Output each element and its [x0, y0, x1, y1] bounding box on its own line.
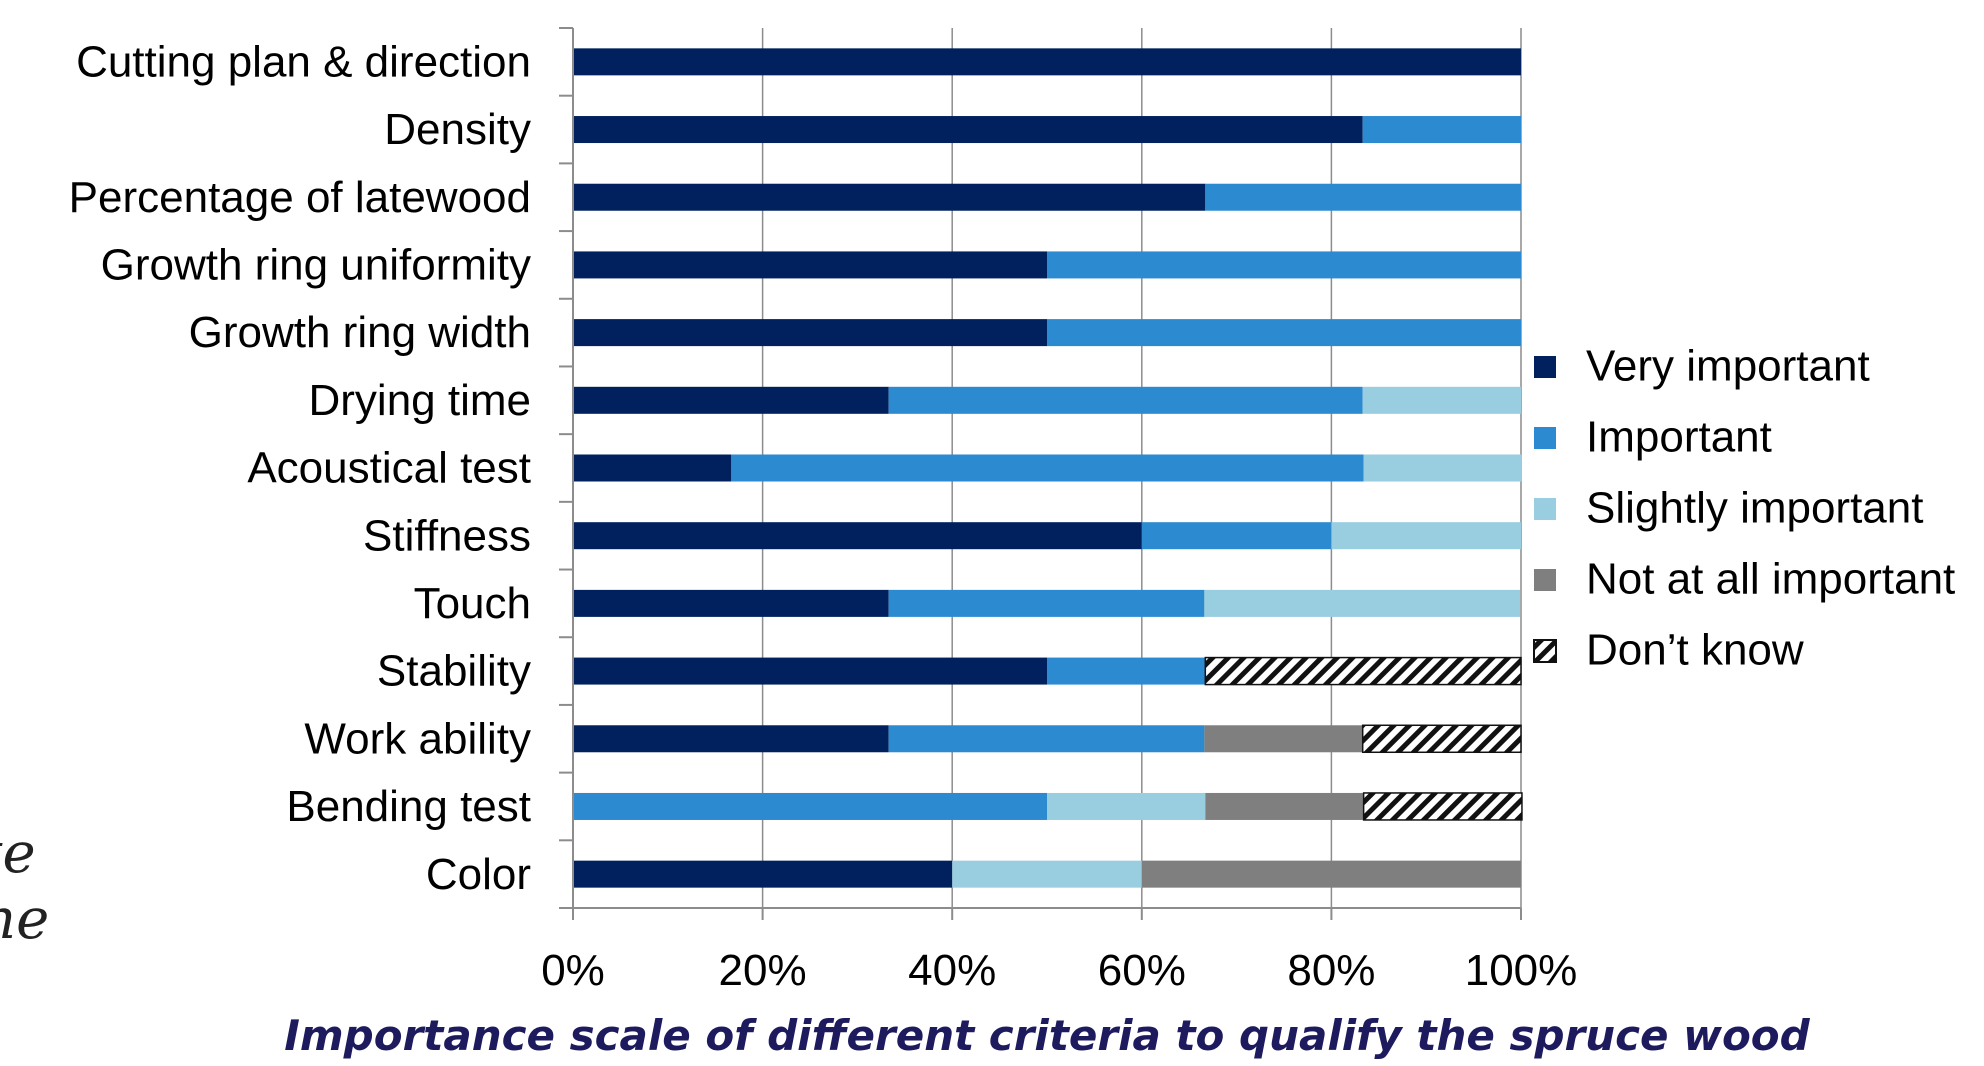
bar-bending-test-important	[573, 792, 1047, 820]
bar-percentage-of-latewood-important	[1205, 183, 1521, 211]
x-tick-label-100: 100%	[1465, 946, 1578, 995]
legend: Very important Important Slightly importan…	[1533, 342, 1955, 675]
legend-swatch-don-t-know	[1533, 639, 1557, 663]
legend-swatch-slightly-important	[1534, 498, 1556, 520]
x-tick-label-80: 80%	[1287, 946, 1375, 995]
category-label-cutting-plan-direction: Cutting plan & direction	[76, 37, 531, 86]
bar-stiffness-slightly-important	[1331, 522, 1521, 550]
bar-density-important	[1362, 116, 1521, 144]
category-label-work-ability: Work ability	[304, 714, 531, 763]
bar-acoustical-test-slightly-important	[1363, 454, 1522, 482]
bar-stiffness-very-important	[573, 522, 1142, 550]
bar-work-ability-very-important	[573, 725, 889, 753]
category-label-bending-test: Bending test	[286, 782, 531, 831]
bar-stability-very-important	[573, 657, 1047, 685]
side-text-1: te	[0, 821, 36, 886]
bar-acoustical-test-very-important	[573, 454, 732, 482]
bar-acoustical-test-important	[731, 454, 1364, 482]
side-text-2: ne	[0, 887, 49, 952]
category-label-stiffness: Stiffness	[363, 511, 531, 560]
legend-label-not-at-all-important: Not at all important	[1586, 555, 1955, 604]
legend-swatch-very-important	[1534, 356, 1556, 378]
axes-layer	[559, 27, 1522, 920]
bar-growth-ring-width-very-important	[573, 319, 1047, 347]
x-tick-labels: 0% 20% 40% 60% 80% 100%	[541, 946, 1577, 995]
bar-drying-time-important	[888, 386, 1363, 414]
bar-color-slightly-important	[952, 860, 1142, 888]
legend-label-don-t-know: Don’t know	[1586, 626, 1804, 675]
bars-layer	[573, 48, 1523, 888]
bar-bending-test-don-t-know	[1362, 792, 1523, 821]
category-labels: Cutting plan & direction Density Percentag…	[69, 37, 531, 898]
bar-cutting-plan-direction-very-important	[573, 48, 1521, 76]
category-label-acoustical-test: Acoustical test	[247, 444, 531, 493]
bar-touch-slightly-important	[1204, 589, 1521, 617]
legend-swatch-important	[1534, 427, 1556, 449]
bar-touch-important	[888, 589, 1205, 617]
category-label-touch: Touch	[414, 579, 531, 628]
legend-label-important: Important	[1586, 413, 1772, 462]
legend-swatch-not-at-all-important	[1534, 569, 1556, 591]
bar-color-very-important	[573, 860, 953, 888]
x-tick-label-20: 20%	[719, 946, 807, 995]
bar-density-very-important	[573, 116, 1363, 144]
bar-bending-test-not-at-all-important	[1205, 792, 1364, 820]
x-tick-label-0: 0%	[541, 946, 605, 995]
category-label-drying-time: Drying time	[309, 376, 532, 425]
category-label-growth-ring-uniformity: Growth ring uniformity	[101, 241, 531, 290]
bar-work-ability-don-t-know	[1361, 724, 1522, 754]
category-label-growth-ring-width: Growth ring width	[189, 308, 531, 357]
legend-label-very-important: Very important	[1586, 342, 1870, 391]
bar-stability-don-t-know	[1204, 656, 1522, 686]
x-axis-caption: Importance scale of different criteria t…	[284, 1011, 1810, 1060]
bar-drying-time-slightly-important	[1362, 386, 1521, 414]
bar-growth-ring-uniformity-important	[1047, 251, 1521, 279]
bar-growth-ring-uniformity-very-important	[573, 251, 1047, 279]
bar-bending-test-slightly-important	[1047, 792, 1206, 820]
category-label-percentage-of-latewood: Percentage of latewood	[69, 173, 531, 222]
bar-work-ability-important	[888, 725, 1205, 753]
category-label-stability: Stability	[377, 647, 531, 696]
x-tick-label-60: 60%	[1098, 946, 1186, 995]
bar-drying-time-very-important	[573, 386, 889, 414]
x-tick-label-40: 40%	[908, 946, 996, 995]
bar-touch-very-important	[573, 589, 889, 617]
bar-stability-important	[1047, 657, 1206, 685]
bar-work-ability-not-at-all-important	[1204, 725, 1363, 753]
bar-stiffness-important	[1141, 522, 1332, 550]
bar-color-not-at-all-important	[1141, 860, 1521, 888]
category-label-color: Color	[426, 850, 531, 899]
bar-percentage-of-latewood-very-important	[573, 183, 1206, 211]
category-label-density: Density	[384, 105, 531, 154]
legend-label-slightly-important: Slightly important	[1586, 484, 1923, 533]
bar-growth-ring-width-important	[1047, 319, 1521, 347]
